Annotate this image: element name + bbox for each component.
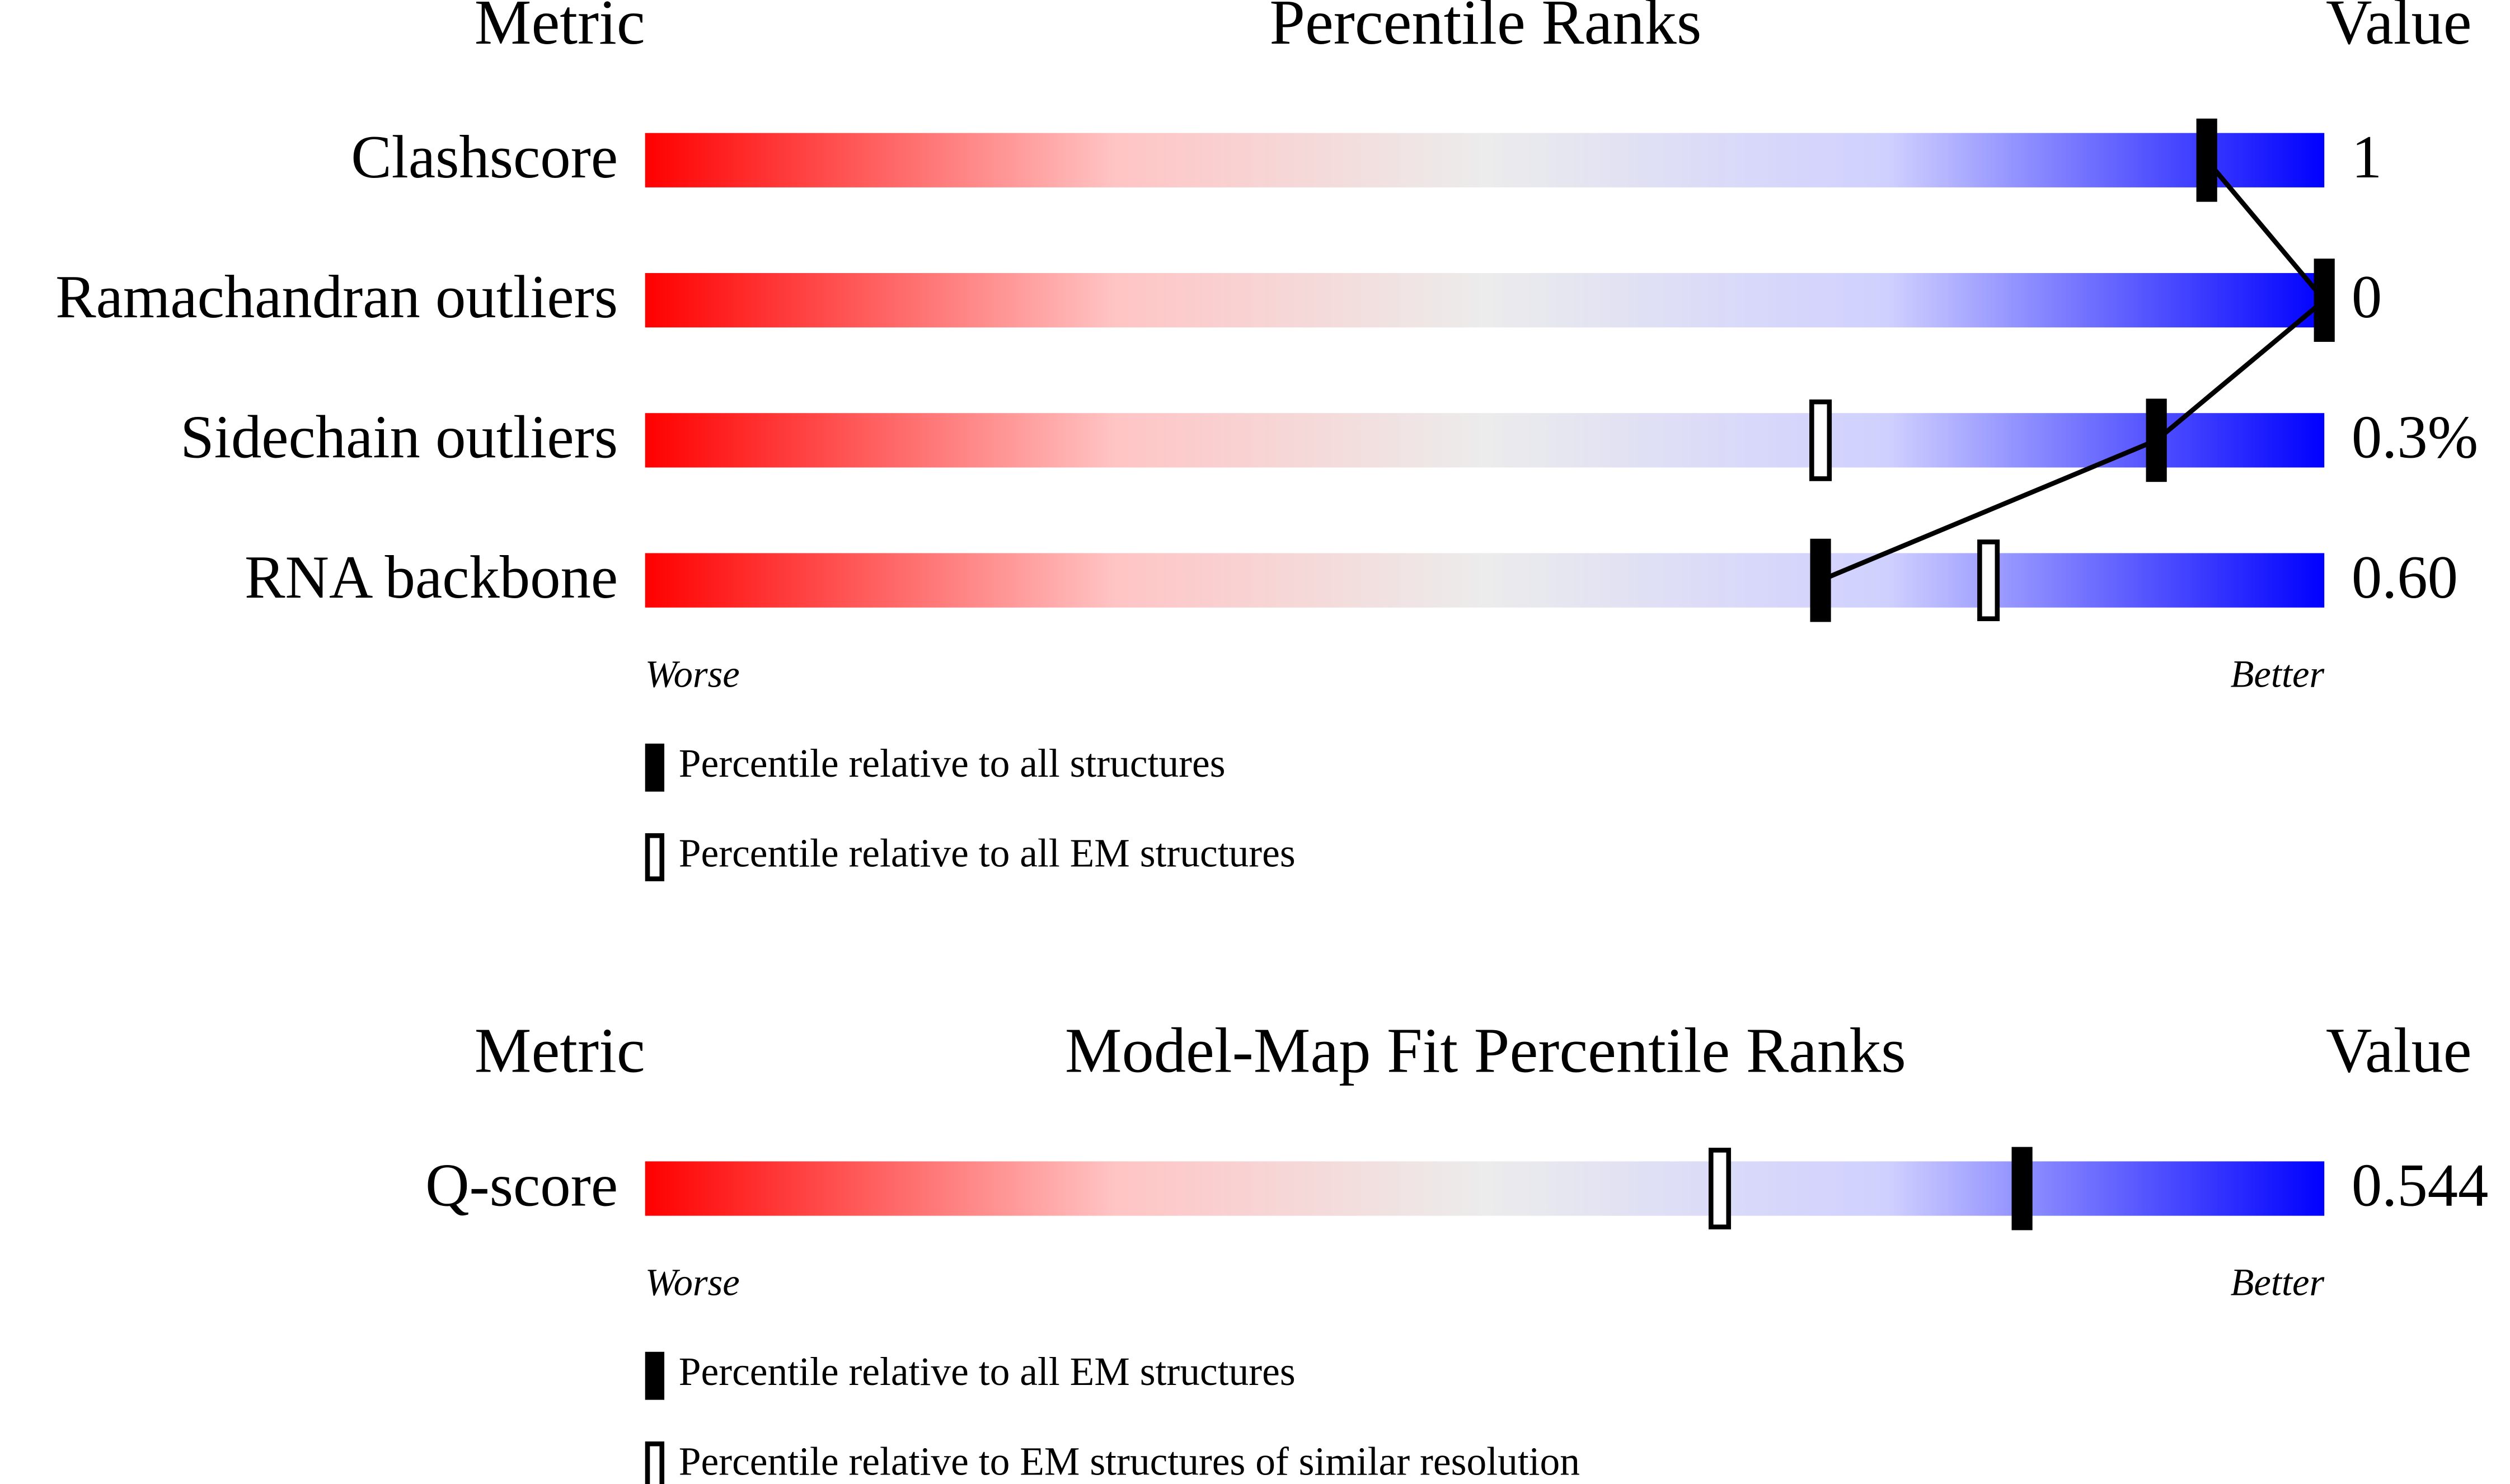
connector-line: [1819, 158, 2328, 583]
header-metric: Metric: [475, 0, 645, 58]
percentile-marker: [1810, 538, 1831, 622]
metric-value: 0.60: [2352, 543, 2458, 611]
legend-swatch: [645, 833, 665, 881]
worse-label: Worse: [645, 1261, 740, 1303]
percentile-marker: [2196, 118, 2217, 202]
metric-value: 0.3%: [2352, 403, 2478, 471]
legend-swatch: [645, 1441, 665, 1484]
worse-label: Worse: [645, 652, 740, 695]
better-label: Better: [2231, 1261, 2325, 1303]
metric-label: Sidechain outliers: [180, 403, 618, 471]
slider-bar: [645, 273, 2325, 328]
em-percentile-marker: [1709, 1148, 1732, 1229]
em-percentile-marker: [1977, 539, 2000, 622]
percentile-marker: [2146, 398, 2167, 482]
header-value: Value: [2326, 0, 2472, 58]
header-metric: Metric: [475, 1015, 645, 1086]
em-percentile-marker: [1809, 399, 1832, 481]
slider-bar: [645, 133, 2325, 187]
legend-label: Percentile relative to all structures: [679, 741, 1226, 786]
percentile-marker: [2011, 1147, 2033, 1231]
header-title: Model-Map Fit Percentile Ranks: [1065, 1015, 1906, 1086]
metric-label: RNA backbone: [245, 543, 618, 611]
legend-swatch: [645, 743, 665, 792]
better-label: Better: [2231, 652, 2325, 695]
metric-label: Clashscore: [351, 123, 618, 191]
header-title: Percentile Ranks: [1269, 0, 1701, 58]
header-value: Value: [2326, 1015, 2472, 1086]
slider-bar: [645, 1161, 2325, 1216]
legend-label: Percentile relative to all EM structures: [679, 1350, 1296, 1394]
legend-label: Percentile relative to all EM structures: [679, 831, 1296, 875]
slider-bar: [645, 413, 2325, 468]
metric-value: 1: [2352, 123, 2382, 191]
percentile-marker: [2314, 259, 2335, 342]
legend-swatch: [645, 1351, 665, 1400]
metric-label: Q-score: [425, 1152, 618, 1219]
slider-bar: [645, 553, 2325, 608]
metric-value: 0: [2352, 263, 2382, 331]
legend-label: Percentile relative to EM structures of …: [679, 1439, 1580, 1483]
metric-value: 0.544: [2352, 1152, 2489, 1219]
metric-label: Ramachandran outliers: [55, 263, 618, 331]
